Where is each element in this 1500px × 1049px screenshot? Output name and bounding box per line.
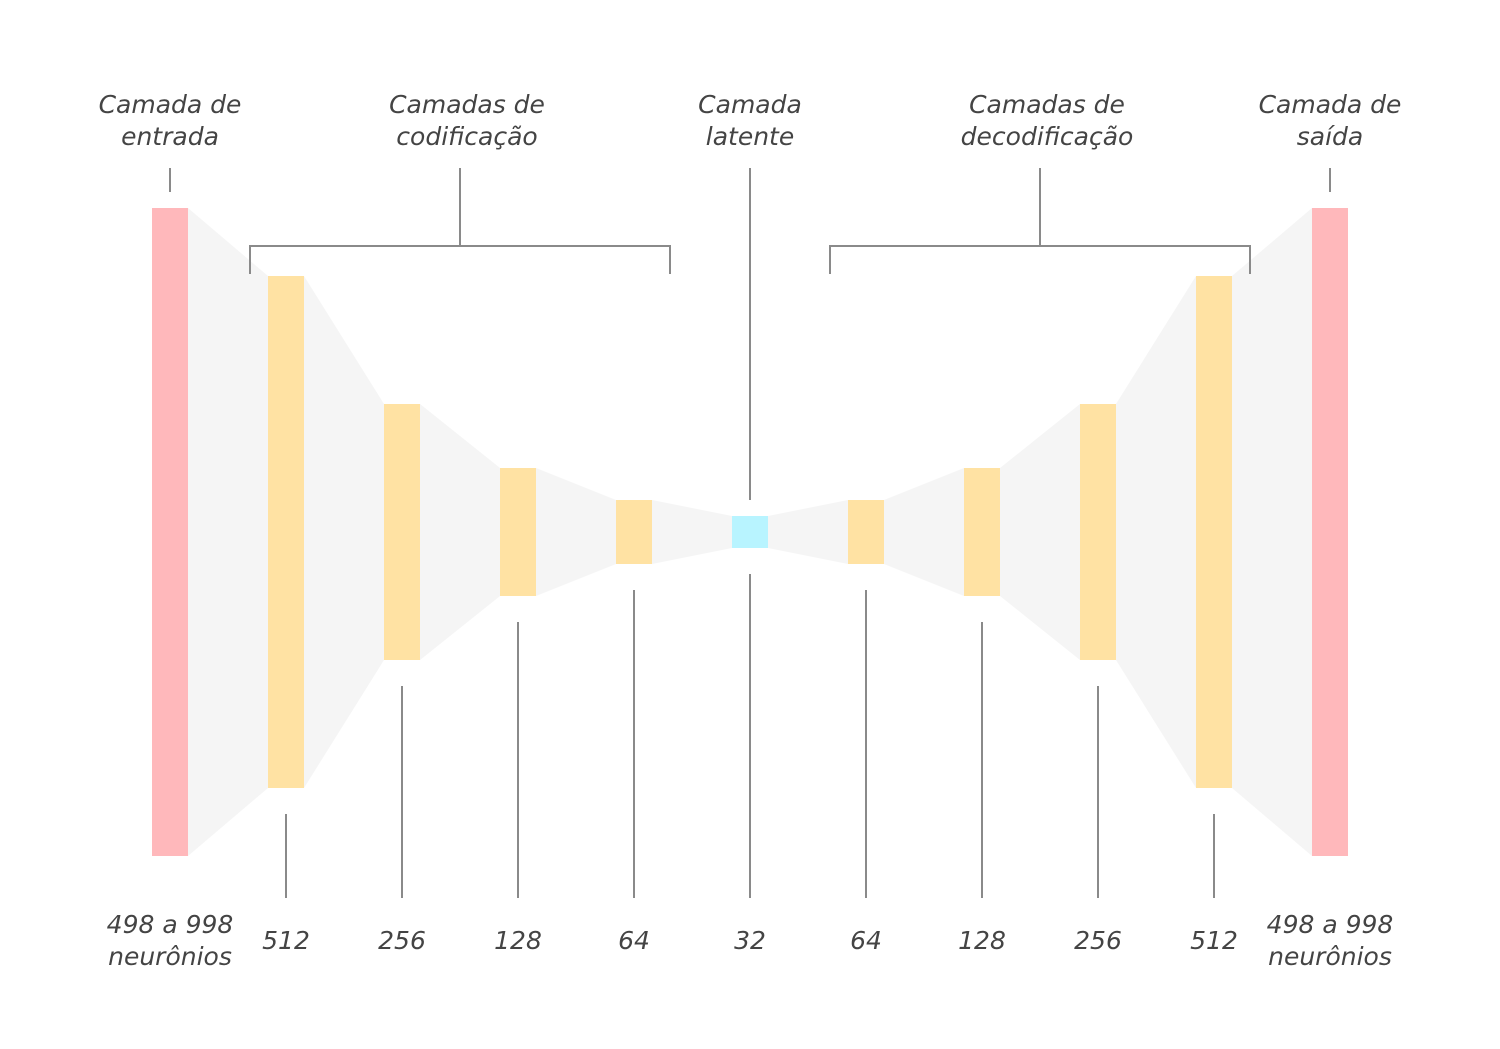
encoder-layer-64	[616, 500, 652, 564]
header-output-line2: saída	[1297, 122, 1363, 151]
connection-encoder-layer-256-to-encoder-layer-128	[420, 404, 500, 660]
decoder-layer-128-size-label: 128	[958, 926, 1006, 955]
layers-group	[152, 208, 1348, 856]
header-latent-line1: Camada	[698, 90, 802, 119]
encoder-layer-128-size-label: 128	[494, 926, 542, 955]
encoder-layer-512-size-label: 512	[262, 926, 310, 955]
encoding-bracket	[249, 245, 671, 274]
connection-decoder-layer-512-to-output-layer	[1232, 208, 1312, 856]
encoder-layer-512	[268, 276, 304, 788]
header-encoding-line1: Camadas de	[389, 90, 545, 119]
header-encoding: Camadas de codificação	[389, 90, 545, 151]
latent-layer-32	[732, 516, 768, 548]
input-layer-size-label-line2: neurônios	[108, 942, 232, 971]
header-output: Camada de saída	[1259, 90, 1402, 151]
latent-layer-32-size-label: 32	[734, 926, 766, 955]
input-layer-size-label-line1: 498 a 998	[107, 910, 234, 939]
connection-decoder-layer-256-to-decoder-layer-512	[1116, 276, 1196, 788]
header-latent: Camada latente	[698, 90, 802, 151]
decoder-layer-256	[1080, 404, 1116, 660]
input-layer	[152, 208, 188, 856]
connection-decoder-layer-64-to-decoder-layer-128	[884, 468, 964, 596]
header-latent-line2: latente	[706, 122, 794, 151]
connector-lines-group	[169, 168, 1331, 500]
header-decoding-line1: Camadas de	[969, 90, 1125, 119]
header-input: Camada de entrada	[99, 90, 242, 151]
decoder-layer-512-size-label: 512	[1190, 926, 1238, 955]
size-labels-group: 498 a 998 neurônios 512 256 128 64 32 64 128 256 5…	[107, 574, 1394, 971]
header-decoding-line2: decodificação	[961, 122, 1134, 151]
encoder-layer-256	[384, 404, 420, 660]
decoding-bracket	[829, 245, 1251, 274]
output-layer	[1312, 208, 1348, 856]
header-output-line1: Camada de	[1259, 90, 1402, 119]
encoder-layer-128	[500, 468, 536, 596]
connection-latent-layer-32-to-decoder-layer-64	[768, 500, 848, 564]
header-input-line1: Camada de	[99, 90, 242, 119]
encoder-layer-64-size-label: 64	[618, 926, 650, 955]
decoder-layer-256-size-label: 256	[1074, 926, 1122, 955]
connection-decoder-layer-128-to-decoder-layer-256	[1000, 404, 1080, 660]
connection-encoder-layer-128-to-encoder-layer-64	[536, 468, 616, 596]
connection-input-layer-to-encoder-layer-512	[188, 208, 268, 856]
header-decoding: Camadas de decodificação	[961, 90, 1134, 151]
output-layer-size-label-line1: 498 a 998	[1267, 910, 1394, 939]
output-layer-size-label-line2: neurônios	[1268, 942, 1392, 971]
decoder-layer-64	[848, 500, 884, 564]
connection-encoder-layer-64-to-latent-layer-32	[652, 500, 732, 564]
connections-group	[188, 208, 1312, 856]
header-input-line2: entrada	[121, 122, 219, 151]
decoder-layer-64-size-label: 64	[850, 926, 882, 955]
header-encoding-line2: codificação	[396, 122, 537, 151]
connection-encoder-layer-512-to-encoder-layer-256	[304, 276, 384, 788]
encoder-layer-256-size-label: 256	[378, 926, 426, 955]
decoder-layer-512	[1196, 276, 1232, 788]
decoder-layer-128	[964, 468, 1000, 596]
